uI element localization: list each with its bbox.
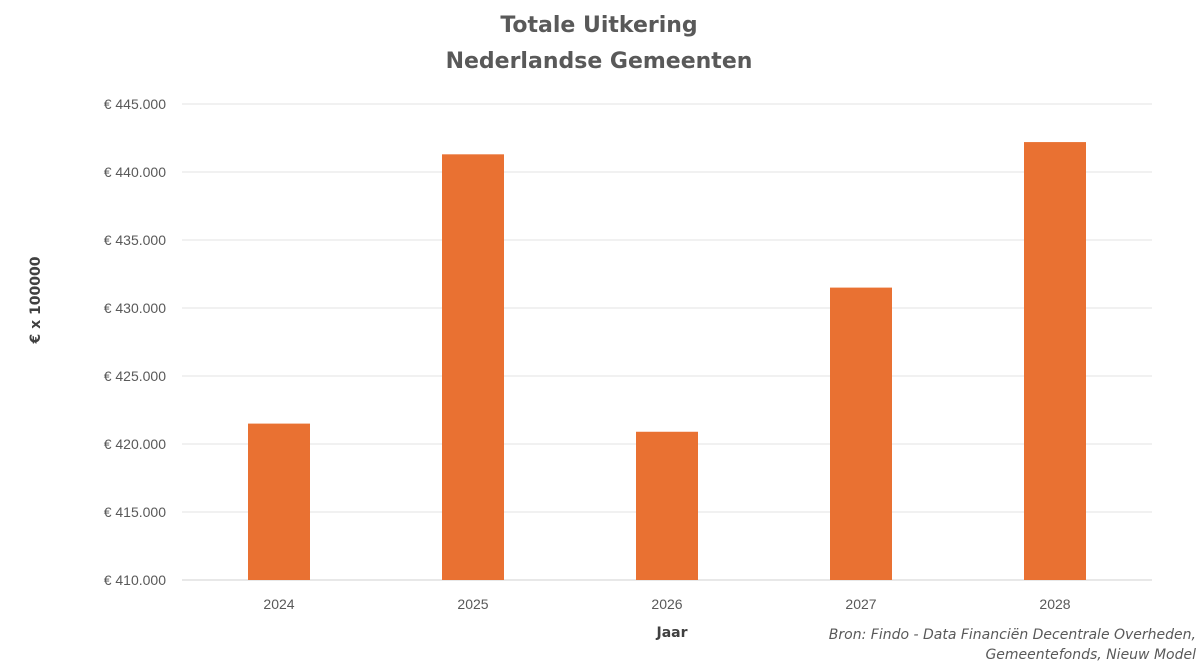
- x-tick-label: 2026: [651, 596, 682, 612]
- bar-2028: [1024, 142, 1086, 580]
- x-tick-label: 2028: [1039, 596, 1070, 612]
- x-tick-label: 2027: [845, 596, 876, 612]
- bar-2025: [442, 154, 504, 580]
- chart-subtitle: Nederlandse Gemeenten: [446, 49, 753, 74]
- y-tick-label: € 425.000: [104, 368, 166, 384]
- y-tick-label: € 430.000: [104, 300, 166, 316]
- source-note-line-1: Bron: Findo - Data Financiën Decentrale …: [829, 627, 1196, 643]
- y-axis-ticks: € 410.000 € 415.000 € 420.000 € 425.000 € 43…: [104, 96, 166, 588]
- x-tick-label: 2025: [457, 596, 488, 612]
- source-note-line-2: Gemeentefonds, Nieuw Model: [985, 647, 1196, 663]
- y-tick-label: € 415.000: [104, 504, 166, 520]
- x-axis-ticks: 2024 2025 2026 2027 2028: [263, 596, 1070, 612]
- bar-2026: [636, 431, 698, 580]
- y-tick-label: € 445.000: [104, 96, 166, 112]
- bars: [248, 142, 1086, 580]
- x-axis-label: Jaar: [655, 625, 687, 641]
- bar-2024: [248, 423, 310, 580]
- y-tick-label: € 440.000: [104, 164, 166, 180]
- y-tick-label: € 420.000: [104, 436, 166, 452]
- bar-2027: [830, 287, 892, 580]
- x-tick-label: 2024: [263, 596, 294, 612]
- chart-title: Totale Uitkering: [500, 13, 697, 38]
- y-axis-label: € x 100000: [28, 256, 44, 344]
- y-tick-label: € 435.000: [104, 232, 166, 248]
- y-tick-label: € 410.000: [104, 572, 166, 588]
